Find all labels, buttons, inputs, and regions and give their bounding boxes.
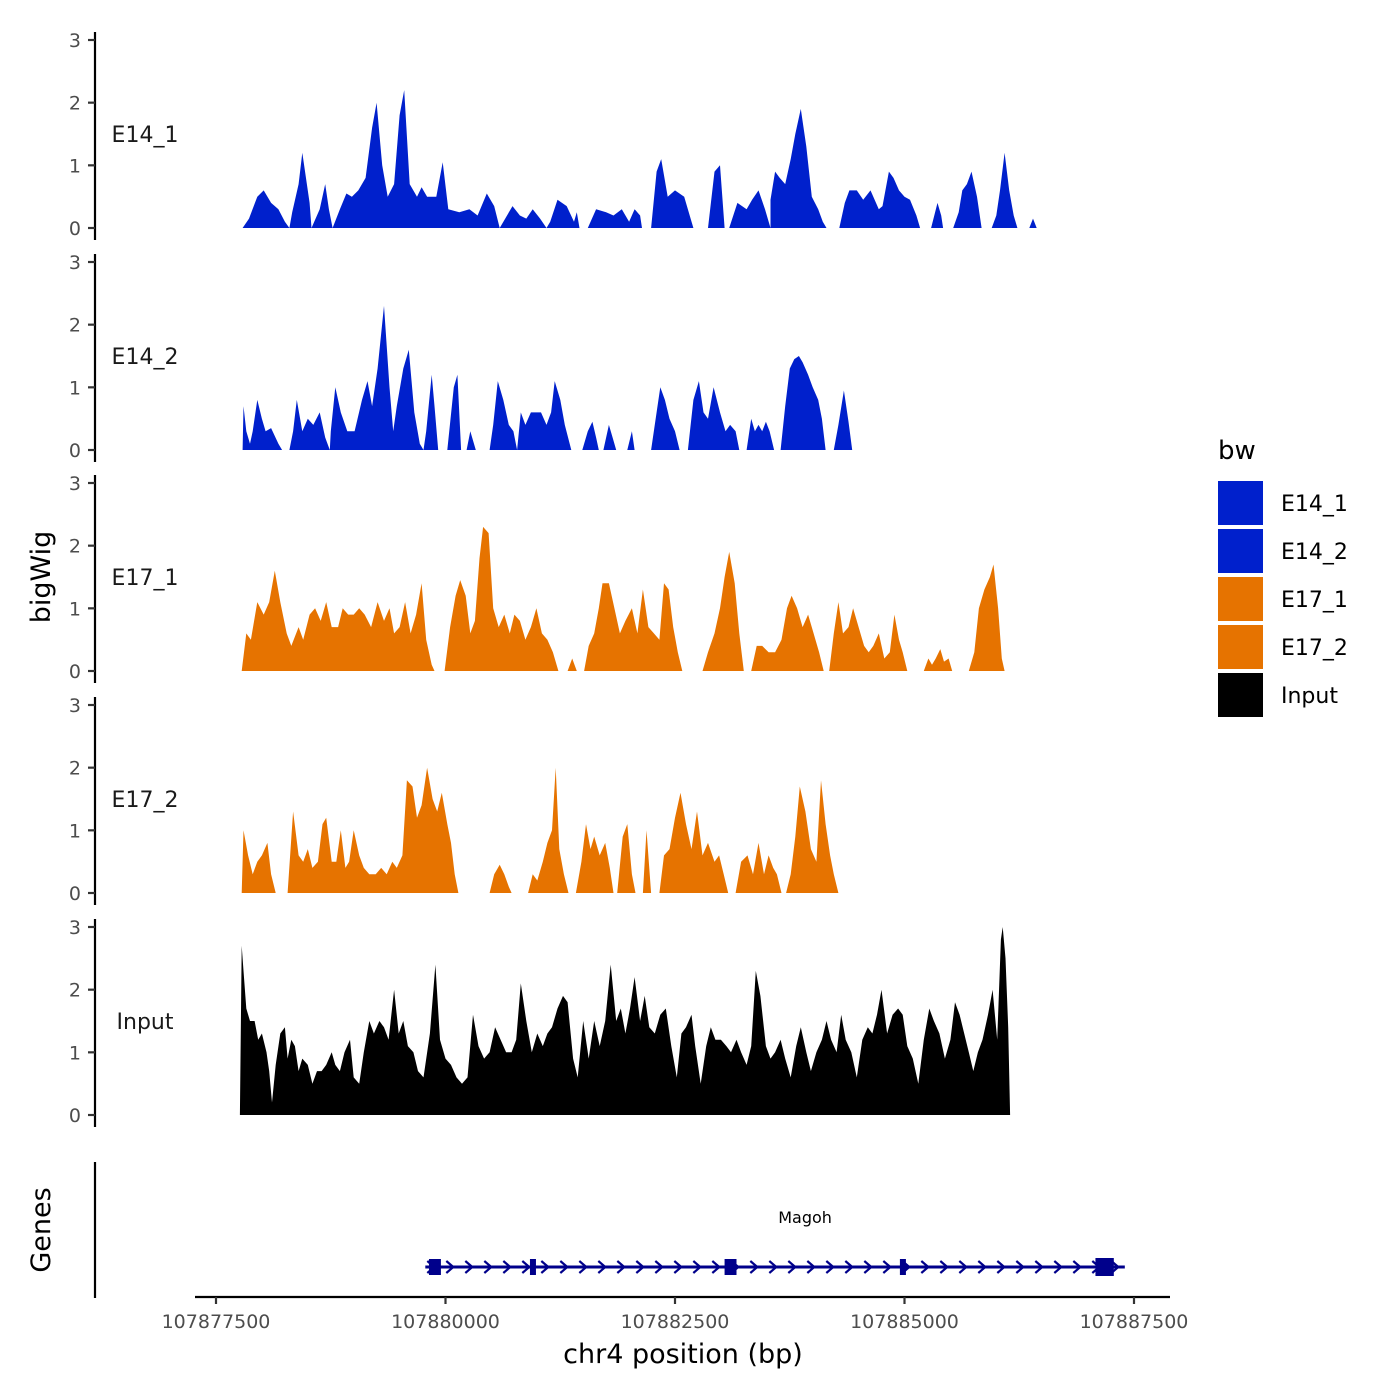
legend-label-Input: Input: [1281, 684, 1338, 709]
strand-arrow: [635, 1260, 645, 1274]
signal-area-Input: [239, 927, 1011, 1115]
bigwig-tracks: 0 1 2 3 E14_1 0 1 2 3 E14_2 0 1 2 3 E17_1 0 1 2 3 E17_2 0 1 2 3…: [69, 30, 1037, 1127]
x-tick-label: 107877500: [162, 1311, 271, 1333]
track-label-E14_2: E14_2: [112, 345, 179, 370]
strand-arrow: [597, 1260, 607, 1274]
strand-arrow: [464, 1260, 474, 1274]
y-tick-label: 0: [69, 218, 81, 240]
strand-arrow: [578, 1260, 588, 1274]
strand-arrow: [977, 1260, 987, 1274]
legend-key-E17_1: [1218, 577, 1263, 621]
track-label-E17_1: E17_1: [112, 566, 179, 591]
legend-title: bw: [1218, 436, 1256, 466]
track-label-E14_1: E14_1: [112, 123, 179, 148]
y-tick-label: 0: [69, 883, 81, 905]
gene-exon: [428, 1259, 441, 1275]
y-tick-label: 2: [69, 980, 81, 1002]
x-tick-label: 107882500: [621, 1311, 730, 1333]
track-E14_1: 0 1 2 3 E14_1: [69, 30, 1037, 240]
track-E17_1: 0 1 2 3 E17_1: [69, 473, 1005, 683]
strand-arrow: [749, 1260, 759, 1274]
y-tick-label: 2: [69, 758, 81, 780]
legend-label-E14_1: E14_1: [1281, 492, 1348, 517]
signal-area-E14_1: [242, 90, 1037, 228]
track-label-Input: Input: [117, 1010, 174, 1035]
legend-key-Input: [1218, 673, 1263, 717]
signal-area-E17_2: [241, 767, 839, 893]
y-tick-label: 2: [69, 93, 81, 115]
gene-exon: [724, 1259, 737, 1275]
strand-arrow: [445, 1260, 455, 1274]
strand-arrow: [616, 1260, 626, 1274]
y-tick-label: 2: [69, 536, 81, 558]
strand-arrow: [540, 1260, 550, 1274]
strand-arrow: [882, 1260, 892, 1274]
gene-name-label: Magoh: [778, 1208, 832, 1227]
strand-arrow: [1072, 1260, 1082, 1274]
track-E17_2: 0 1 2 3 E17_2: [69, 695, 839, 905]
strand-arrow: [768, 1260, 778, 1274]
x-axis: 107877500 107880000 107882500 107885000 1078…: [162, 1295, 1189, 1333]
strand-arrow: [654, 1260, 664, 1274]
x-tick-label: 107880000: [391, 1311, 500, 1333]
legend-label-E17_1: E17_1: [1281, 588, 1348, 613]
signal-area-E14_2: [242, 305, 853, 450]
y-tick-label: 1: [69, 1042, 81, 1064]
strand-arrow: [958, 1260, 968, 1274]
y-tick-label: 3: [69, 917, 81, 939]
y-tick-label: 0: [69, 440, 81, 462]
strand-arrow: [521, 1260, 531, 1274]
y-tick-label: 1: [69, 820, 81, 842]
strand-arrow: [844, 1260, 854, 1274]
legend-label-E17_2: E17_2: [1281, 636, 1348, 661]
strand-arrow: [673, 1260, 683, 1274]
x-tick-label: 107885000: [850, 1311, 959, 1333]
legend-label-E14_2: E14_2: [1281, 540, 1348, 565]
strand-arrow: [806, 1260, 816, 1274]
signal-area-E17_1: [241, 526, 1005, 671]
strand-arrow: [502, 1260, 512, 1274]
gene-track: Magoh: [93, 1162, 1125, 1298]
legend: bw E14_1 E14_2 E17_1 E17_2 Input: [1218, 436, 1348, 717]
strand-arrow: [825, 1260, 835, 1274]
genes-track-title: Genes: [26, 1187, 57, 1272]
strand-arrow: [483, 1260, 493, 1274]
strand-arrow: [711, 1260, 721, 1274]
y-tick-label: 0: [69, 1105, 81, 1127]
strand-arrow: [1053, 1260, 1063, 1274]
y-tick-label: 3: [69, 30, 81, 52]
strand-arrow: [559, 1260, 569, 1274]
strand-arrow: [1015, 1260, 1025, 1274]
legend-key-E14_2: [1218, 529, 1263, 573]
legend-items: E14_1 E14_2 E17_1 E17_2 Input: [1218, 481, 1348, 717]
strand-arrow: [863, 1260, 873, 1274]
x-tick-label: 107887500: [1080, 1311, 1189, 1333]
gene-exon: [1095, 1258, 1114, 1276]
y-tick-label: 3: [69, 252, 81, 274]
strand-arrow: [692, 1260, 702, 1274]
x-axis-title: chr4 position (bp): [563, 1339, 803, 1370]
strand-arrow: [939, 1260, 949, 1274]
gene-exon: [899, 1259, 906, 1275]
legend-key-E17_2: [1218, 625, 1263, 669]
y-tick-label: 0: [69, 661, 81, 683]
y-tick-label: 3: [69, 695, 81, 717]
y-tick-label: 1: [69, 155, 81, 177]
y-tick-label: 1: [69, 598, 81, 620]
y-tick-label: 1: [69, 377, 81, 399]
strand-arrow: [1034, 1260, 1044, 1274]
strand-arrow: [787, 1260, 797, 1274]
strand-arrow: [996, 1260, 1006, 1274]
track-E14_2: 0 1 2 3 E14_2: [69, 252, 853, 462]
gene-exon: [529, 1259, 536, 1275]
y-axis-title: bigWig: [26, 531, 57, 624]
y-tick-label: 3: [69, 473, 81, 495]
y-tick-label: 2: [69, 315, 81, 337]
track-label-E17_2: E17_2: [112, 788, 179, 813]
track-Input: 0 1 2 3 Input: [69, 917, 1011, 1127]
legend-key-E14_1: [1218, 481, 1263, 525]
strand-arrow: [920, 1260, 930, 1274]
